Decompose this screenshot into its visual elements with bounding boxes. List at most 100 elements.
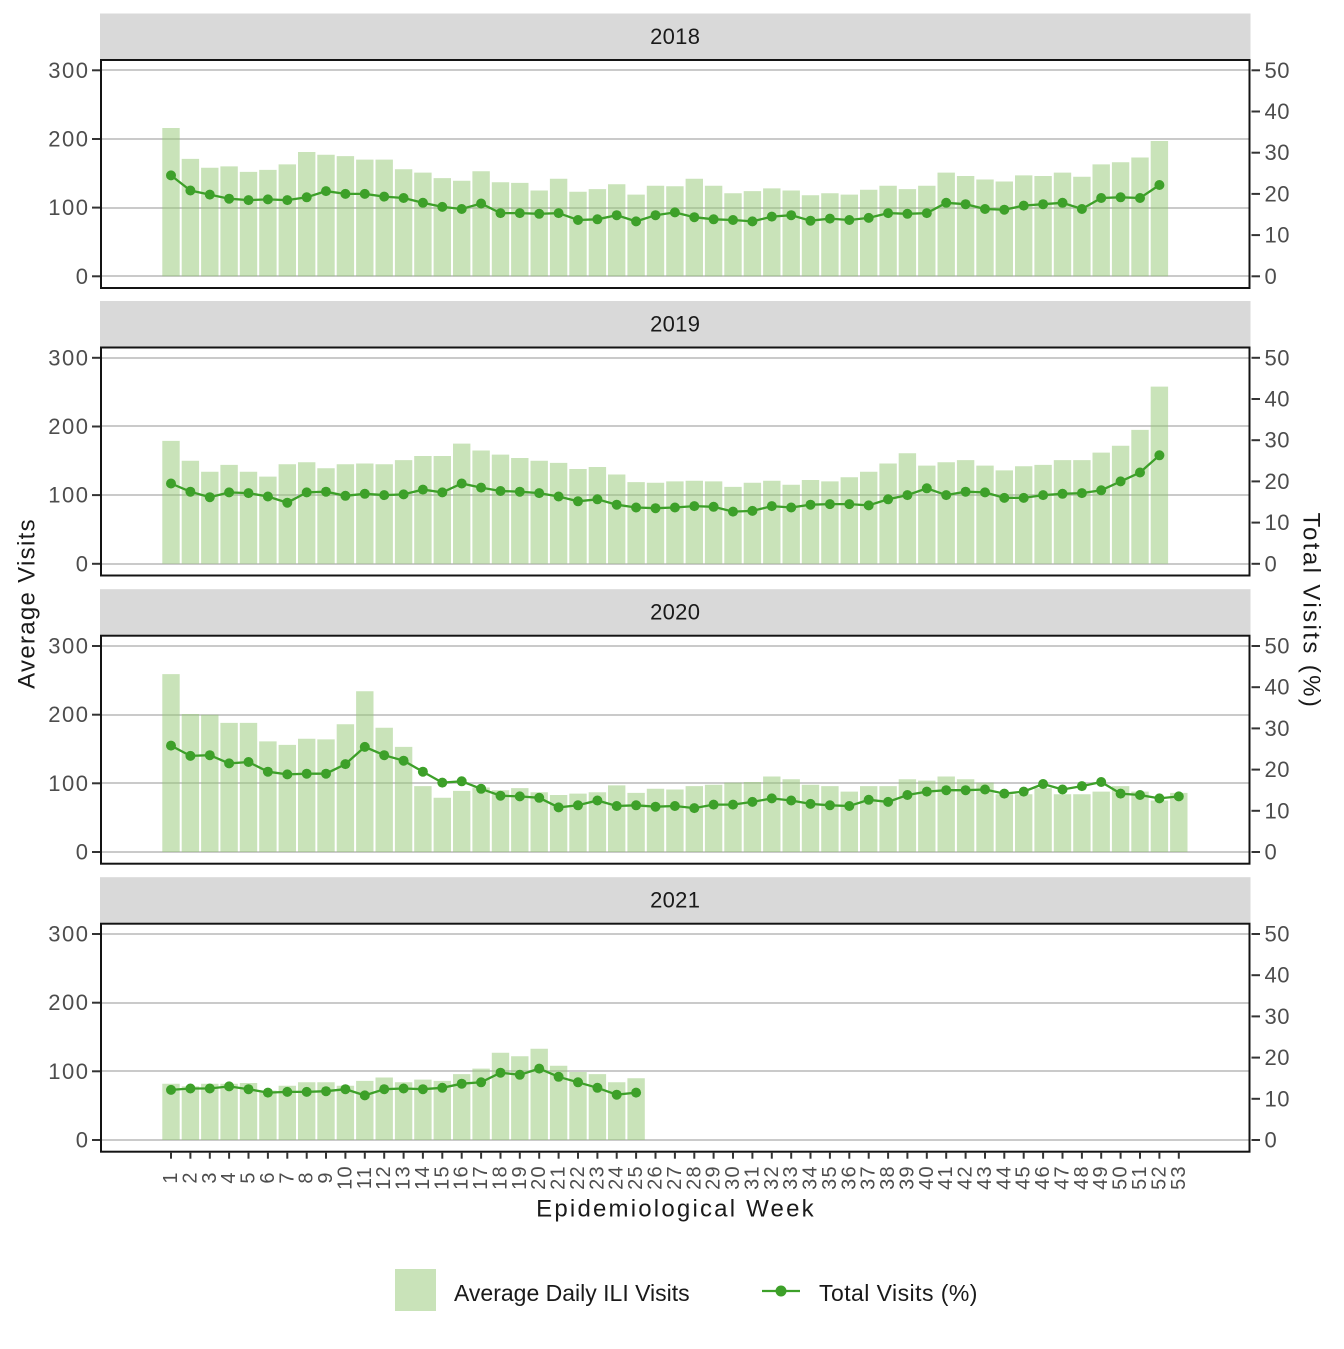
svg-text:6: 6 — [257, 1171, 279, 1183]
svg-text:23: 23 — [586, 1165, 608, 1190]
svg-text:10: 10 — [1265, 798, 1290, 823]
svg-text:40: 40 — [916, 1165, 938, 1190]
svg-text:200: 200 — [48, 702, 89, 727]
svg-text:200: 200 — [48, 990, 89, 1015]
svg-text:2020: 2020 — [650, 600, 700, 625]
svg-text:47: 47 — [1052, 1165, 1074, 1190]
svg-text:200: 200 — [48, 127, 89, 152]
svg-text:38: 38 — [877, 1165, 899, 1190]
svg-text:30: 30 — [1265, 140, 1290, 165]
svg-text:11: 11 — [354, 1166, 376, 1189]
svg-text:2018: 2018 — [650, 24, 700, 49]
svg-text:0: 0 — [1265, 1128, 1278, 1153]
svg-text:53: 53 — [1168, 1165, 1190, 1190]
svg-text:Average Daily ILI Visits: Average Daily ILI Visits — [454, 1280, 690, 1306]
svg-text:52: 52 — [1148, 1165, 1170, 1190]
svg-text:0: 0 — [1265, 551, 1278, 576]
svg-text:39: 39 — [896, 1165, 918, 1190]
svg-text:29: 29 — [703, 1165, 725, 1190]
svg-text:300: 300 — [48, 634, 89, 659]
svg-text:300: 300 — [48, 345, 89, 370]
svg-text:9: 9 — [315, 1171, 337, 1183]
svg-text:100: 100 — [48, 1059, 89, 1084]
svg-text:46: 46 — [1032, 1165, 1054, 1190]
svg-text:2021: 2021 — [650, 888, 700, 913]
svg-text:35: 35 — [819, 1165, 841, 1190]
svg-text:30: 30 — [1265, 1004, 1290, 1029]
svg-text:51: 51 — [1129, 1165, 1151, 1190]
svg-text:30: 30 — [1265, 428, 1290, 453]
svg-text:18: 18 — [490, 1165, 512, 1190]
svg-text:40: 40 — [1265, 387, 1290, 412]
svg-text:0: 0 — [76, 1128, 90, 1153]
svg-text:22: 22 — [567, 1165, 589, 1190]
svg-text:50: 50 — [1265, 58, 1290, 83]
svg-text:30: 30 — [722, 1165, 744, 1190]
svg-text:21: 21 — [548, 1165, 570, 1190]
svg-text:43: 43 — [974, 1165, 996, 1190]
svg-text:40: 40 — [1265, 99, 1290, 124]
svg-text:20: 20 — [1265, 469, 1290, 494]
svg-text:26: 26 — [645, 1165, 667, 1190]
svg-text:30: 30 — [1265, 716, 1290, 741]
svg-text:100: 100 — [48, 195, 89, 220]
svg-text:2: 2 — [179, 1171, 201, 1183]
svg-text:3: 3 — [199, 1171, 221, 1183]
svg-text:41: 41 — [935, 1165, 957, 1190]
svg-text:5: 5 — [238, 1171, 260, 1183]
svg-text:50: 50 — [1265, 345, 1290, 370]
svg-text:48: 48 — [1071, 1165, 1093, 1190]
svg-text:2019: 2019 — [650, 312, 700, 337]
svg-text:8: 8 — [296, 1171, 318, 1183]
svg-text:19: 19 — [509, 1165, 531, 1190]
svg-text:0: 0 — [76, 840, 90, 865]
svg-text:10: 10 — [1265, 510, 1290, 535]
svg-text:44: 44 — [993, 1165, 1015, 1190]
svg-text:28: 28 — [683, 1165, 705, 1190]
svg-text:12: 12 — [373, 1165, 395, 1190]
svg-text:0: 0 — [1265, 840, 1278, 865]
svg-text:34: 34 — [800, 1165, 822, 1190]
svg-text:20: 20 — [1265, 181, 1290, 206]
svg-text:Total Visits (%): Total Visits (%) — [819, 1280, 978, 1306]
svg-text:32: 32 — [761, 1165, 783, 1190]
svg-text:300: 300 — [48, 58, 89, 83]
svg-text:1: 1 — [160, 1171, 182, 1183]
svg-text:25: 25 — [625, 1165, 647, 1190]
svg-text:100: 100 — [48, 483, 89, 508]
svg-text:45: 45 — [1013, 1165, 1035, 1190]
svg-text:14: 14 — [412, 1165, 434, 1190]
svg-text:4: 4 — [218, 1171, 240, 1183]
svg-text:36: 36 — [838, 1165, 860, 1190]
svg-text:200: 200 — [48, 414, 89, 439]
svg-text:42: 42 — [955, 1165, 977, 1190]
svg-text:31: 31 — [741, 1165, 763, 1190]
svg-text:Total Visits (%): Total Visits (%) — [1298, 513, 1325, 710]
svg-text:0: 0 — [76, 551, 90, 576]
svg-text:20: 20 — [528, 1165, 550, 1190]
svg-text:7: 7 — [276, 1171, 298, 1183]
svg-text:13: 13 — [393, 1165, 415, 1190]
svg-text:15: 15 — [431, 1165, 453, 1190]
svg-text:16: 16 — [451, 1165, 473, 1190]
svg-text:10: 10 — [1265, 1086, 1290, 1111]
svg-text:37: 37 — [858, 1165, 880, 1190]
svg-text:50: 50 — [1110, 1165, 1132, 1190]
svg-text:40: 40 — [1265, 963, 1290, 988]
svg-text:27: 27 — [664, 1165, 686, 1190]
svg-text:24: 24 — [606, 1165, 628, 1190]
svg-text:50: 50 — [1265, 922, 1290, 947]
svg-text:Average Visits: Average Visits — [14, 518, 41, 689]
svg-text:10: 10 — [334, 1165, 356, 1190]
svg-text:100: 100 — [48, 771, 89, 796]
svg-text:0: 0 — [1265, 264, 1278, 289]
svg-text:50: 50 — [1265, 634, 1290, 659]
svg-text:33: 33 — [780, 1165, 802, 1190]
svg-text:300: 300 — [48, 922, 89, 947]
svg-text:49: 49 — [1090, 1165, 1112, 1190]
svg-text:10: 10 — [1265, 223, 1290, 248]
svg-text:20: 20 — [1265, 757, 1290, 782]
svg-text:0: 0 — [76, 264, 90, 289]
svg-text:Epidemiological Week: Epidemiological Week — [536, 1196, 816, 1223]
svg-text:17: 17 — [470, 1165, 492, 1190]
